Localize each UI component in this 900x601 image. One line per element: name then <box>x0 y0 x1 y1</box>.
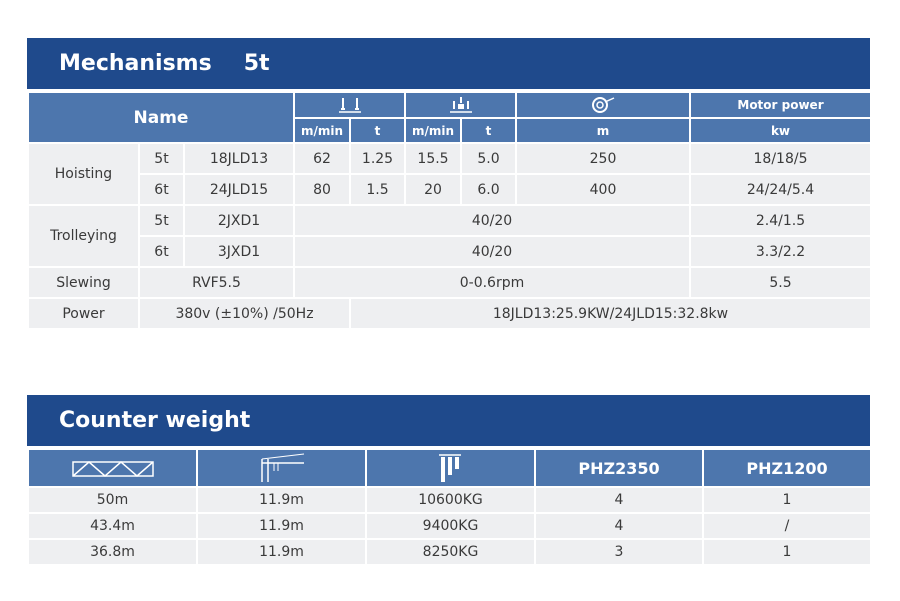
trolley-load-unit: t <box>460 117 517 144</box>
table-cell: 4 <box>534 486 704 514</box>
motor-power-header: Motor power <box>689 91 872 119</box>
rope-header <box>515 91 691 119</box>
table-cell: 1.5 <box>349 173 406 206</box>
table-cell: 400 <box>515 173 691 206</box>
trolley-speed-unit: m/min <box>404 117 462 144</box>
mechanisms-table: Name Mo <box>27 91 872 330</box>
table-cell: 1 <box>702 538 872 566</box>
table-cell: 40/20 <box>293 204 691 237</box>
table-cell: 5t <box>138 142 185 175</box>
trolley-speed-header <box>404 91 517 119</box>
table-cell: 40/20 <box>293 235 691 268</box>
table-cell: 20 <box>404 173 462 206</box>
table-cell: 0-0.6rpm <box>293 266 691 299</box>
hoist-load-unit: t <box>349 117 406 144</box>
rope-drum-icon <box>592 97 615 113</box>
table-cell: 43.4m <box>27 512 198 540</box>
mechanisms-subtitle: 5t <box>243 51 270 76</box>
table-cell: 15.5 <box>404 142 462 175</box>
counterweight-header <box>365 448 536 488</box>
table-cell: 3.3/2.2 <box>689 235 872 268</box>
header-name: Name <box>27 91 295 144</box>
hook-icon <box>338 98 361 113</box>
table-cell: 1.25 <box>349 142 406 175</box>
table-cell: 36.8m <box>27 538 198 566</box>
hoist-speed-unit: m/min <box>293 117 351 144</box>
table-cell: 18/18/5 <box>689 142 872 175</box>
hoisting-label: Hoisting <box>27 142 140 206</box>
table-cell: / <box>702 512 872 540</box>
table-cell: 11.9m <box>196 486 367 514</box>
rope-unit: m <box>515 117 691 144</box>
table-cell: 18JLD13:25.9KW/24JLD15:32.8kw <box>349 297 872 330</box>
power-unit: kw <box>689 117 872 144</box>
table-cell: 2JXD1 <box>183 204 295 237</box>
counterweight-block-icon <box>438 454 461 482</box>
table-cell: 1 <box>702 486 872 514</box>
slewing-label: Slewing <box>27 266 140 299</box>
phz1200-header: PHZ1200 <box>702 448 872 488</box>
counter-weight-table: PHZ2350 PHZ1200 50m 11.9m 10600KG 4 1 43… <box>27 448 872 566</box>
table-cell: 6t <box>138 235 185 268</box>
counter-weight-title-bar: Counter weight <box>27 395 870 446</box>
table-cell: 250 <box>515 142 691 175</box>
table-cell: 11.9m <box>196 512 367 540</box>
table-cell: 80 <box>293 173 351 206</box>
trolleying-label: Trolleying <box>27 204 140 268</box>
phz2350-header: PHZ2350 <box>534 448 704 488</box>
tower-height-header <box>196 448 367 488</box>
table-cell: 18JLD13 <box>183 142 295 175</box>
table-cell: 3 <box>534 538 704 566</box>
table-cell: 5.5 <box>689 266 872 299</box>
table-cell: 2.4/1.5 <box>689 204 872 237</box>
table-cell: 4 <box>534 512 704 540</box>
table-cell: 3JXD1 <box>183 235 295 268</box>
table-cell: 50m <box>27 486 198 514</box>
trolley-hook-icon <box>449 97 472 113</box>
jib-truss-icon <box>71 460 154 477</box>
table-cell: 6.0 <box>460 173 517 206</box>
tower-height-icon <box>260 453 304 482</box>
jib-length-header <box>27 448 198 488</box>
hoist-speed-header <box>293 91 406 119</box>
table-cell: 11.9m <box>196 538 367 566</box>
table-cell: 380v (±10%) /50Hz <box>138 297 351 330</box>
table-cell: 24JLD15 <box>183 173 295 206</box>
table-cell: RVF5.5 <box>138 266 295 299</box>
table-cell: 10600KG <box>365 486 536 514</box>
table-cell: 5.0 <box>460 142 517 175</box>
counter-weight-title: Counter weight <box>59 408 251 433</box>
table-cell: 62 <box>293 142 351 175</box>
table-cell: 5t <box>138 204 185 237</box>
table-cell: 8250KG <box>365 538 536 566</box>
mechanisms-title-bar: Mechanisms 5t <box>27 38 870 89</box>
power-label: Power <box>27 297 140 330</box>
table-cell: 6t <box>138 173 185 206</box>
table-cell: 9400KG <box>365 512 536 540</box>
mechanisms-title: Mechanisms <box>59 51 212 76</box>
table-cell: 24/24/5.4 <box>689 173 872 206</box>
